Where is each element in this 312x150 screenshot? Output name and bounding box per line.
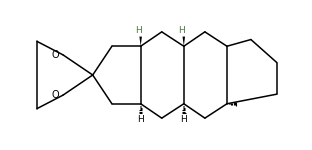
Text: O: O [51, 50, 59, 60]
Text: H: H [178, 26, 185, 35]
Text: O: O [51, 90, 59, 100]
Text: H: H [180, 115, 187, 124]
Text: H: H [137, 115, 144, 124]
Polygon shape [139, 37, 142, 46]
Polygon shape [183, 37, 185, 46]
Text: H: H [135, 26, 142, 35]
